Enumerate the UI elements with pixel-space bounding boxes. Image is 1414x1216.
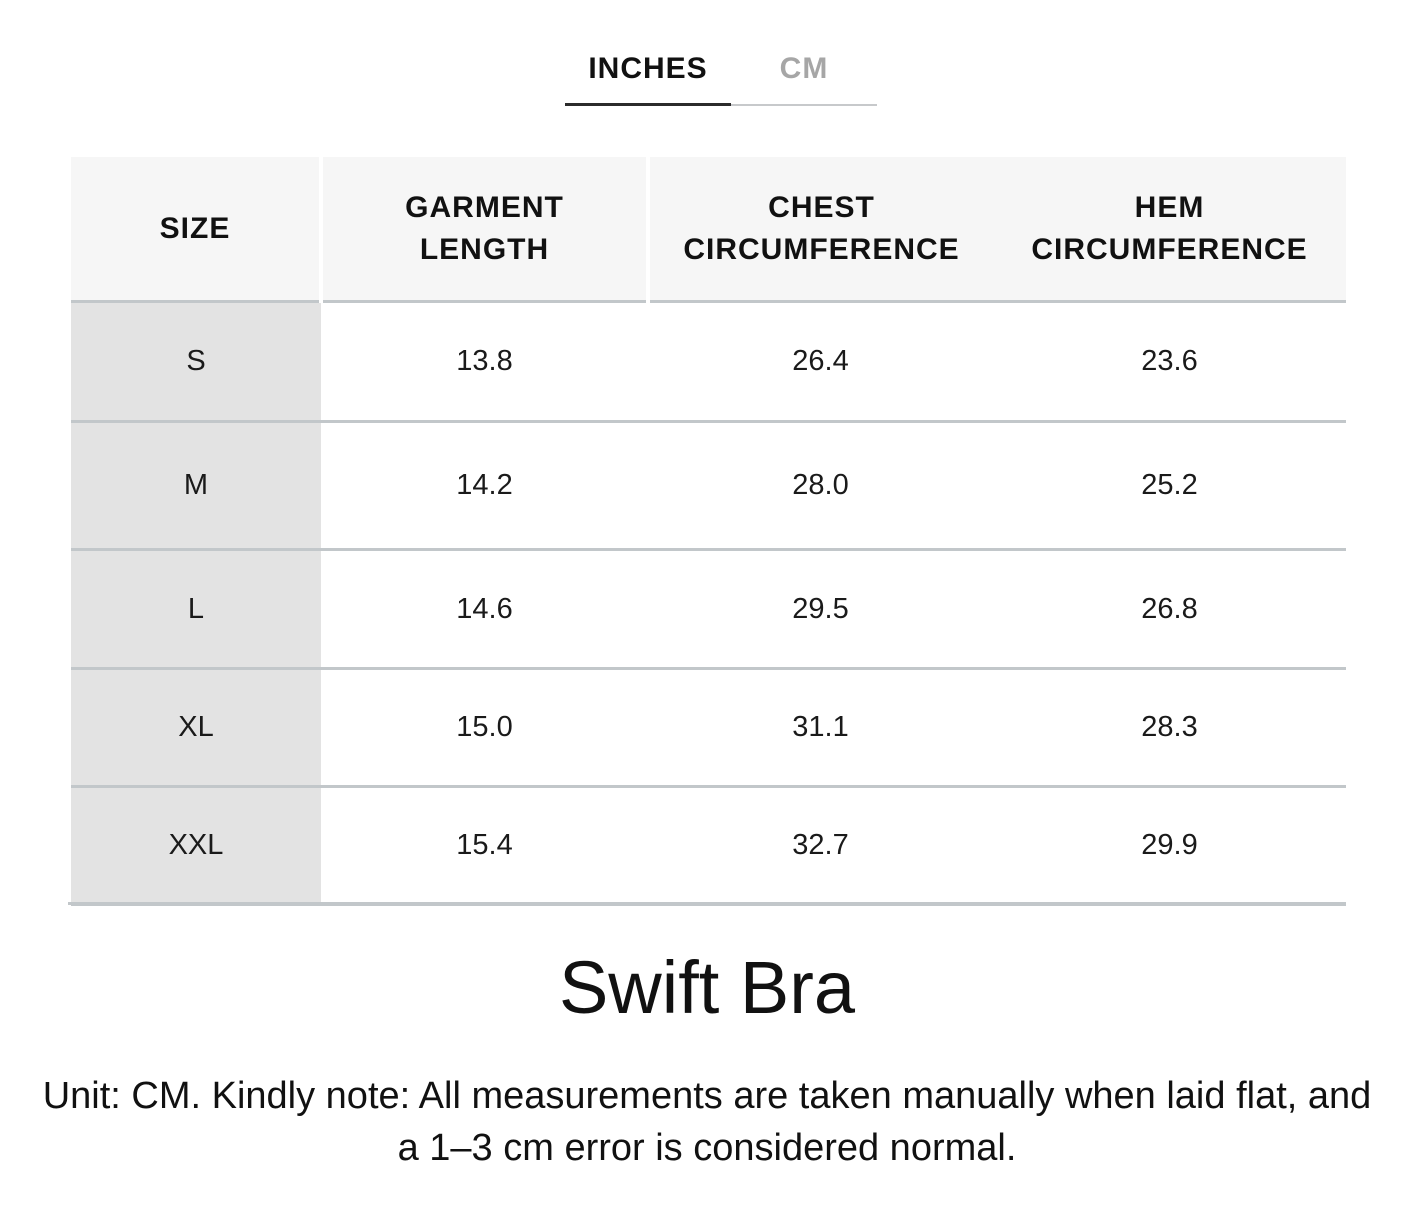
unit-tabs: INCHES CM: [565, 40, 877, 106]
size-cell: L: [71, 549, 321, 670]
table-bottom-divider: [68, 902, 1346, 905]
size-chart-table: SIZE GARMENT LENGTH CHEST CIRCUMFERENCE …: [71, 157, 1346, 906]
garment-length-cell: 15.4: [321, 786, 648, 906]
size-cell: S: [71, 301, 321, 423]
header-garment-length: GARMENT LENGTH: [319, 157, 648, 303]
chest-cell: 29.5: [648, 549, 993, 670]
table-row: XXL 15.4 32.7 29.9: [71, 786, 1346, 906]
header-row: SIZE GARMENT LENGTH CHEST CIRCUMFERENCE …: [71, 157, 1346, 303]
product-title: Swift Bra: [558, 946, 856, 1029]
garment-length-cell: 13.8: [321, 301, 648, 423]
garment-length-cell: 14.2: [321, 421, 648, 551]
hem-cell: 29.9: [993, 786, 1346, 906]
garment-length-cell: 15.0: [321, 668, 648, 788]
size-cell: XL: [71, 668, 321, 788]
chest-cell: 28.0: [648, 421, 993, 551]
chest-cell: 26.4: [648, 301, 993, 423]
size-cell: XXL: [71, 786, 321, 906]
hem-cell: 23.6: [993, 301, 1346, 423]
table-row: M 14.2 28.0 25.2: [71, 421, 1346, 551]
header-size: SIZE: [71, 157, 321, 303]
table-row: XL 15.0 31.1 28.3: [71, 668, 1346, 788]
hem-cell: 25.2: [993, 421, 1346, 551]
garment-length-cell: 14.6: [321, 549, 648, 670]
hem-cell: 26.8: [993, 549, 1346, 670]
tab-inches[interactable]: INCHES: [565, 40, 731, 106]
size-cell: M: [71, 421, 321, 551]
table-body: S 13.8 26.4 23.6 M 14.2 28.0 25.2 L 14.6…: [71, 301, 1346, 906]
tab-cm[interactable]: CM: [779, 52, 829, 85]
header-chest-circumference: CHEST CIRCUMFERENCE: [646, 157, 993, 303]
table-header: SIZE GARMENT LENGTH CHEST CIRCUMFERENCE …: [71, 157, 1346, 303]
measurement-note: Unit: CM. Kindly note: All measurements …: [42, 1075, 1372, 1169]
header-hem-circumference: HEM CIRCUMFERENCE: [993, 157, 1346, 303]
chest-cell: 32.7: [648, 786, 993, 906]
hem-cell: 28.3: [993, 668, 1346, 788]
table-row: L 14.6 29.5 26.8: [71, 549, 1346, 670]
chest-cell: 31.1: [648, 668, 993, 788]
table-row: S 13.8 26.4 23.6: [71, 301, 1346, 423]
